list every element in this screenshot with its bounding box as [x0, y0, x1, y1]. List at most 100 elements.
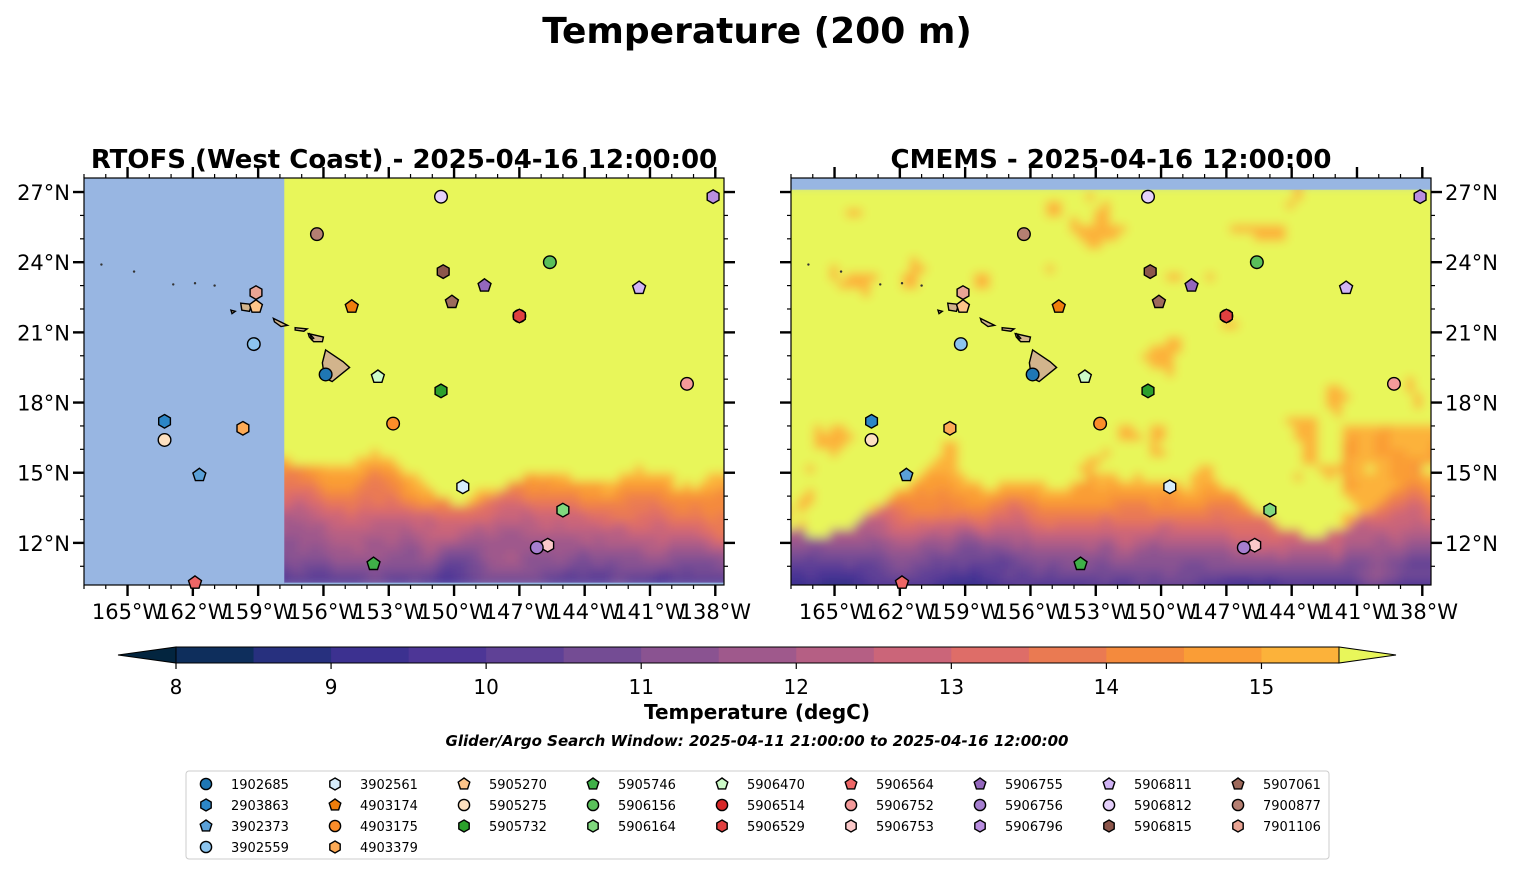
colorbar-tick-label: 11: [628, 675, 653, 699]
legend-item: 1902685: [199, 777, 289, 793]
legend-marker-5906811: [1102, 777, 1116, 790]
float-marker-5906756: [529, 540, 544, 555]
y-tick-label: 21°N: [17, 321, 70, 345]
float-marker-4903175: [1093, 416, 1108, 431]
map-frame: [790, 177, 1432, 586]
legend-marker-7901106: [1232, 819, 1244, 833]
float-marker-5905732: [434, 383, 448, 399]
float-marker-3902561: [1163, 479, 1177, 495]
float-marker-5905746: [366, 556, 381, 571]
legend-item: 5906796: [974, 819, 1063, 835]
legend-marker-4903174: [328, 798, 342, 811]
float-marker-5906156: [1249, 255, 1264, 270]
colorbar-segment: [486, 647, 565, 663]
legend-item: 5905746: [586, 777, 676, 793]
y-tick-label: 21°N: [1445, 321, 1498, 345]
colorbar-segment: [563, 647, 642, 663]
y-tick-label: 12°N: [1445, 532, 1498, 556]
colorbar-segment: [408, 647, 487, 663]
float-marker-4903174: [1051, 298, 1067, 313]
y-tick-label: 24°N: [1445, 251, 1498, 275]
legend-marker-3902561: [329, 777, 341, 791]
legend-label: 5905275: [489, 799, 547, 814]
float-marker-5906815: [1143, 263, 1157, 280]
colorbar-extend-min: [117, 646, 177, 664]
legend-label: 3902559: [231, 841, 289, 856]
x-tick-label: 138°W: [1387, 600, 1459, 624]
colorbar-segment: [1106, 647, 1185, 663]
float-marker-3902559: [246, 337, 261, 352]
float-marker-4903175: [386, 416, 401, 431]
legend-item: 3902559: [199, 840, 289, 856]
float-marker-5905732: [1141, 383, 1155, 399]
legend-item: 5906815: [1103, 819, 1192, 835]
float-marker-4903379: [236, 420, 250, 436]
float-marker-5906755: [477, 277, 492, 292]
x-tick-label: 156°W: [288, 600, 360, 624]
legend-item: 4903379: [329, 840, 418, 856]
float-marker-5906470: [1077, 369, 1093, 383]
colorbar-label: Temperature (degC): [644, 700, 870, 724]
legend-label: 5906796: [1005, 820, 1063, 835]
colorbar-tick-label: 9: [325, 675, 338, 699]
legend-item: 5906811: [1102, 777, 1192, 793]
x-tick-label: 162°W: [864, 600, 936, 624]
colorbar-segment: [641, 647, 720, 663]
colorbar-segment: [253, 647, 332, 663]
x-tick-label: 147°W: [1191, 600, 1263, 624]
legend-marker-5906755: [973, 777, 987, 790]
legend-marker-5906756: [973, 798, 987, 812]
x-tick-label: 153°W: [353, 600, 425, 624]
panel-title-cmems: CMEMS - 2025-04-16 12:00:00: [891, 145, 1332, 175]
legend-marker-5906156: [586, 798, 600, 812]
legend-marker-4903175: [328, 819, 342, 833]
float-marker-7900877: [1016, 227, 1031, 242]
legend-item: 7900877: [1231, 798, 1321, 814]
float-marker-5906796: [1413, 189, 1427, 205]
float-marker-4903174: [344, 298, 360, 313]
float-marker-5905746: [1073, 556, 1088, 571]
float-marker-5906752: [679, 376, 694, 391]
legend-label: 5906753: [876, 820, 934, 835]
legend-label: 5906164: [618, 820, 676, 835]
legend-item: 5906753: [845, 819, 934, 835]
y-tick-label: 27°N: [17, 181, 70, 205]
float-marker-5906470: [370, 369, 386, 383]
float-marker-5906564: [894, 575, 910, 589]
float-markers: [157, 189, 720, 589]
float-marker-5906796: [706, 189, 720, 205]
colorbar: 8 9 10 11 12 13 14 15: [117, 646, 1397, 699]
colorbar-frame: [175, 646, 1340, 664]
colorbar-segment: [718, 647, 797, 663]
axis-ticks: 165°W162°W159°W156°W153°W150°W147°W144°W…: [780, 167, 1498, 624]
legend-item: 4903175: [328, 819, 418, 835]
float-marker-5905275: [157, 432, 172, 447]
x-tick-label: 156°W: [995, 600, 1067, 624]
legend-marker-4903379: [329, 840, 341, 854]
float-marker-5905270: [248, 298, 264, 313]
legend-item: 7901106: [1232, 819, 1321, 835]
legend-marker-5906815: [1103, 819, 1115, 833]
legend-label: 5906156: [618, 799, 676, 814]
colorbar-segment: [873, 647, 952, 663]
float-marker-5906529: [512, 308, 526, 324]
legend-marker-5905746: [586, 777, 600, 790]
x-tick-label: 141°W: [614, 600, 686, 624]
float-marker-7901106: [249, 284, 263, 301]
legend-marker-5906470: [715, 777, 729, 790]
legend-label: 5906514: [747, 799, 805, 814]
legend-marker-5905275: [457, 798, 471, 812]
x-tick-label: 141°W: [1321, 600, 1393, 624]
float-markers: [864, 189, 1427, 589]
colorbar-segment: [1183, 647, 1262, 663]
float-marker-3902373: [899, 467, 914, 482]
colorbar-segment: [1028, 647, 1107, 663]
legend-label: 4903175: [360, 820, 418, 835]
float-marker-5906164: [1263, 502, 1277, 518]
legend-label: 5906529: [747, 820, 805, 835]
x-tick-label: 165°W: [92, 600, 164, 624]
float-marker-5906753: [541, 537, 555, 553]
panel-right: CMEMS - 2025-04-16 12:00:00 165°W162°W15…: [780, 145, 1498, 624]
float-marker-5906752: [1386, 376, 1401, 391]
